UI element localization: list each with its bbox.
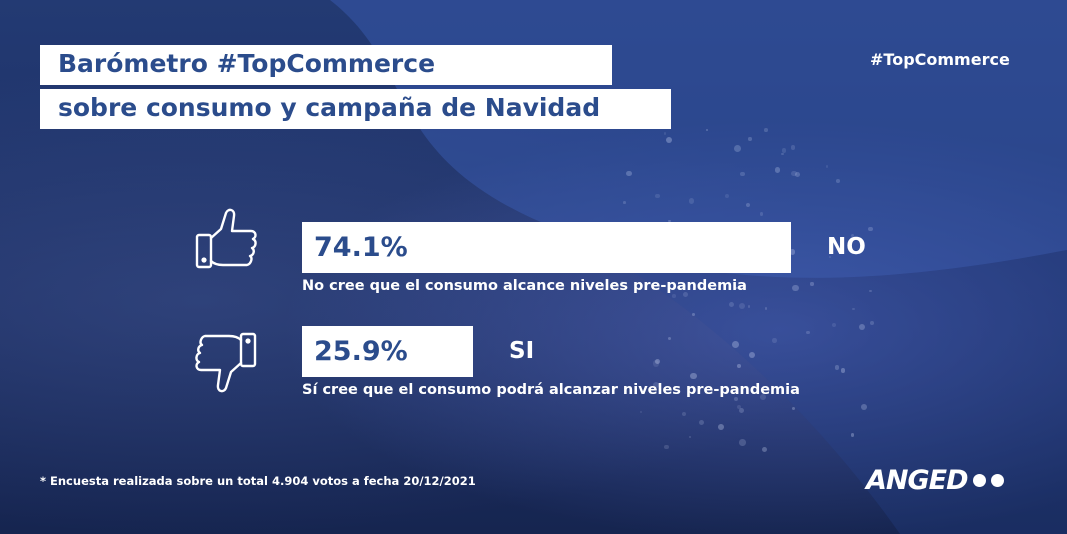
bokeh-light	[859, 324, 866, 331]
bokeh-light	[869, 289, 872, 292]
bokeh-light	[794, 172, 800, 177]
bokeh-light	[840, 367, 846, 373]
bokeh-light	[688, 198, 695, 204]
bokeh-light	[749, 351, 756, 358]
bokeh-light	[665, 136, 673, 144]
bokeh-light	[868, 227, 873, 232]
bokeh-light	[747, 305, 751, 308]
bokeh-light	[738, 302, 746, 310]
bokeh-light	[850, 432, 855, 437]
bokeh-light	[736, 405, 742, 410]
bokeh-light	[746, 202, 751, 207]
bokeh-light	[791, 406, 795, 411]
bokeh-light	[732, 341, 740, 349]
bokeh-light	[759, 212, 764, 216]
bokeh-light	[689, 435, 692, 438]
bokeh-light	[850, 233, 855, 237]
bokeh-light	[664, 445, 669, 450]
bokeh-light	[663, 132, 667, 135]
bokeh-light	[789, 249, 796, 255]
bokeh-light	[667, 336, 671, 341]
hashtag-label: #TopCommerce	[870, 50, 1010, 69]
bokeh-light	[761, 446, 767, 452]
bokeh-light	[835, 178, 840, 183]
title-line-1: Barómetro #TopCommerce	[40, 45, 612, 85]
bokeh-light	[690, 372, 697, 380]
bokeh-light	[870, 321, 874, 325]
bokeh-light	[740, 171, 745, 177]
bokeh-light	[672, 294, 676, 298]
description-no: No cree que el consumo alcance niveles p…	[302, 278, 747, 294]
bokeh-light	[652, 381, 659, 389]
bokeh-light	[655, 193, 660, 199]
bar-si	[302, 326, 473, 377]
logo-dot	[972, 474, 986, 487]
bokeh-light	[620, 280, 625, 286]
bokeh-light	[860, 403, 867, 410]
bokeh-light	[623, 200, 627, 204]
bokeh-light	[699, 419, 705, 425]
bokeh-light	[791, 170, 797, 177]
bokeh-light	[806, 330, 810, 335]
bokeh-light	[738, 407, 744, 413]
title-line-2: sobre consumo y campaña de Navidad	[40, 89, 671, 129]
logo-dot	[990, 474, 1004, 487]
bokeh-light	[654, 358, 660, 364]
footnote: * Encuesta realizada sobre un total 4.90…	[40, 474, 476, 488]
bokeh-light	[764, 127, 768, 132]
bokeh-light	[790, 145, 796, 150]
bokeh-light	[792, 284, 799, 292]
bokeh-light	[682, 411, 687, 417]
bokeh-light	[640, 410, 643, 414]
bokeh-light	[668, 220, 671, 223]
category-label-no: NO	[827, 234, 866, 260]
bokeh-light	[782, 148, 787, 153]
description-si: Sí cree que el consumo podrá alcanzar ni…	[302, 382, 800, 398]
bar-value-no: 74.1%	[314, 232, 408, 263]
thumbs-down-icon	[195, 332, 257, 393]
bokeh-light	[852, 307, 855, 310]
bokeh-light	[810, 282, 814, 286]
bokeh-light	[764, 307, 768, 310]
bokeh-light	[739, 439, 746, 446]
bokeh-light	[705, 129, 709, 132]
thumbs-up-icon	[195, 208, 257, 269]
bokeh-light	[626, 170, 632, 177]
bokeh-light	[734, 396, 739, 401]
bokeh-light	[737, 363, 742, 368]
bar-no	[302, 222, 791, 273]
bokeh-light	[834, 365, 840, 370]
bokeh-light	[725, 193, 730, 198]
anged-logo: ANGED	[866, 465, 1004, 496]
bokeh-light	[718, 424, 724, 431]
bokeh-light	[748, 137, 752, 141]
bokeh-light	[831, 322, 837, 328]
bokeh-light	[772, 338, 777, 343]
bokeh-light	[735, 287, 738, 290]
category-label-si: SI	[509, 338, 535, 364]
bokeh-light	[683, 292, 688, 298]
bokeh-light	[734, 144, 742, 152]
bokeh-light	[729, 301, 735, 307]
bokeh-light	[781, 152, 784, 156]
bokeh-light	[774, 167, 781, 173]
bokeh-light	[691, 313, 695, 316]
bokeh-light	[653, 360, 660, 367]
bokeh-light	[828, 255, 832, 259]
bokeh-light	[759, 394, 766, 401]
bokeh-light	[825, 165, 829, 168]
bar-value-si: 25.9%	[314, 336, 408, 367]
logo-text: ANGED	[866, 465, 969, 496]
